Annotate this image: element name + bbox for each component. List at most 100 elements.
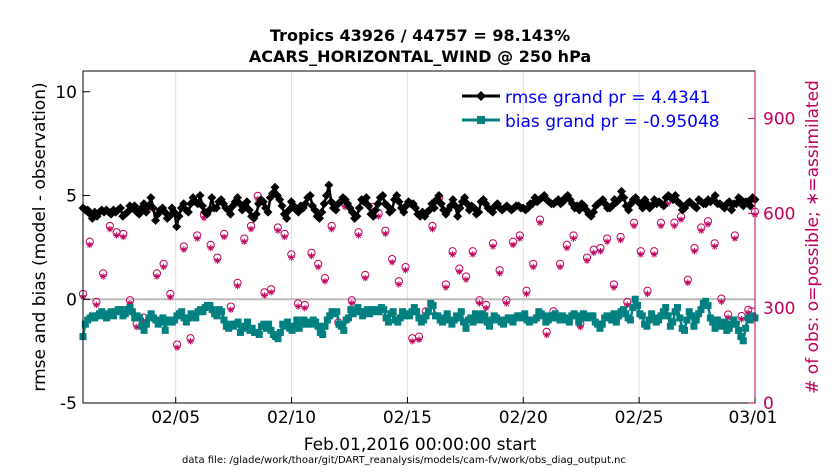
bias-point — [138, 322, 146, 330]
bias-point — [312, 318, 320, 326]
obs-assimilated-marker — [194, 235, 201, 242]
rmse-point — [277, 201, 287, 211]
obs-assimilated-marker — [603, 238, 611, 245]
bias-point — [544, 316, 552, 324]
bias-point — [366, 310, 374, 318]
bias-point — [321, 322, 329, 330]
bias-point — [634, 301, 642, 309]
bias-point — [469, 318, 477, 326]
bias-point — [337, 322, 345, 330]
left-axis-ticks: -5 0 5 10 — [55, 83, 90, 414]
obs-assimilated-marker — [671, 222, 678, 230]
bias-point — [180, 314, 188, 322]
bias-point — [481, 312, 489, 320]
obs-assimilated-marker — [281, 233, 288, 241]
bias-point — [192, 314, 200, 322]
bias-point — [685, 308, 693, 316]
bias-point — [500, 320, 508, 328]
obs-assimilated-marker — [294, 303, 302, 310]
bias-point — [596, 324, 604, 332]
obs-assimilated-marker — [207, 244, 214, 252]
bias-point — [333, 308, 341, 316]
obs-assimilated-marker — [597, 248, 604, 255]
bias-point — [476, 316, 484, 324]
left-axis-label: rmse and bias (model - observation) — [30, 82, 50, 391]
obs-assimilated-marker — [261, 292, 268, 299]
bias-point — [655, 316, 663, 324]
obs-assimilated-marker — [469, 251, 476, 258]
rmse-point — [659, 201, 669, 211]
rmse-point — [146, 193, 156, 203]
bias-point — [394, 318, 402, 326]
obs-assimilated-marker — [456, 268, 463, 275]
obs-assimilated-marker — [173, 344, 181, 351]
obs-assimilated-marker — [590, 249, 597, 257]
rmse-point — [207, 193, 217, 203]
bias-point — [352, 308, 360, 316]
right-axis-label: # of obs: o=possible; ∗=assimilated — [803, 80, 823, 394]
bias-point — [98, 308, 106, 316]
bias-point — [615, 312, 623, 320]
obs-assimilated-marker — [516, 235, 523, 242]
bias-point — [671, 308, 679, 316]
x-tick-label: 03/01 — [729, 408, 778, 428]
obs-assimilated-marker — [704, 221, 712, 228]
obs-assimilated-marker — [610, 284, 618, 291]
rmse-point — [183, 207, 193, 217]
obs-assimilated-marker — [180, 246, 187, 253]
bias-point — [319, 331, 327, 339]
rmse-point — [429, 203, 439, 213]
bias-point — [720, 318, 728, 326]
rmse-point — [319, 199, 329, 209]
x-tick-label: 02/10 — [267, 408, 316, 428]
obs-assimilated-marker — [362, 274, 369, 282]
obs-assimilated-marker — [637, 251, 644, 258]
bias-point — [283, 318, 291, 326]
bias-point — [399, 308, 407, 316]
bias-point — [704, 301, 712, 309]
bias-point — [697, 306, 705, 314]
bias-point — [314, 322, 322, 330]
bias-point — [126, 304, 134, 312]
obs-assimilated-marker — [355, 232, 362, 239]
bias-point — [521, 310, 529, 318]
bias-point — [608, 316, 616, 324]
bias-point — [746, 316, 754, 324]
bias-point — [669, 318, 677, 326]
bias-point — [307, 320, 315, 328]
obs-assimilated-marker — [106, 225, 114, 233]
bias-point — [152, 316, 160, 324]
obs-assimilated-marker — [684, 279, 691, 287]
obs-assimilated-marker — [630, 222, 638, 230]
bias-point — [598, 320, 606, 328]
bias-point — [706, 314, 714, 322]
rmse-point — [434, 191, 444, 200]
legend-bias-marker — [477, 116, 485, 124]
bias-point — [711, 324, 719, 332]
bias-point — [359, 312, 367, 320]
bias-point — [483, 318, 491, 326]
rmse-point — [242, 197, 252, 207]
bias-point — [681, 326, 689, 334]
obs-assimilated-marker — [711, 243, 718, 250]
obs-assimilated-marker — [415, 336, 423, 343]
bias-point — [290, 322, 298, 330]
bias-point — [140, 326, 148, 334]
bias-point — [145, 314, 153, 322]
bias-point — [248, 324, 256, 332]
bias-point — [657, 312, 665, 320]
obs-assimilated-marker — [483, 304, 490, 312]
bias-point — [488, 316, 496, 324]
bias-point — [434, 312, 442, 320]
bias-point — [446, 316, 454, 324]
bias-point — [692, 316, 700, 324]
bias-point — [347, 306, 355, 314]
bias-point — [300, 316, 308, 324]
bias-point — [382, 314, 390, 322]
bias-point — [688, 312, 696, 320]
obs-assimilated-marker — [738, 316, 745, 323]
right-tick-label: 900 — [763, 109, 795, 129]
bias-point — [406, 312, 414, 320]
bias-point — [159, 314, 167, 322]
